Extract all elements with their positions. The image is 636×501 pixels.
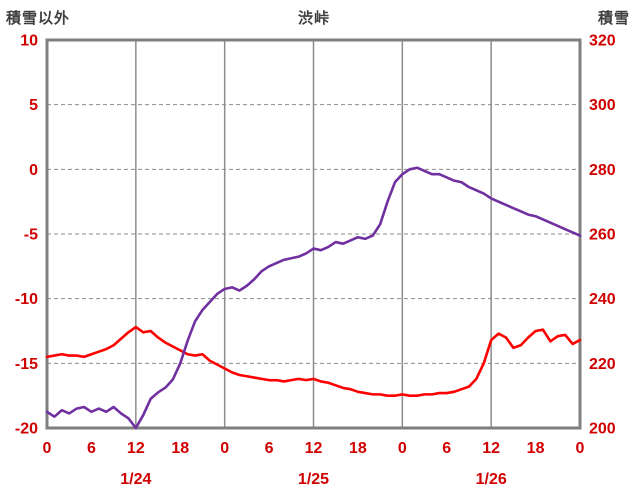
x-tick-label: 0 (398, 440, 407, 457)
y-left-tick-label: -15 (15, 356, 38, 373)
x-tick-label: 6 (265, 440, 274, 457)
x-tick-label: 0 (43, 440, 52, 457)
x-date-label: 1/24 (120, 471, 151, 488)
y-right-tick-label: 300 (589, 97, 616, 114)
y-left-tick-label: 10 (20, 33, 38, 50)
y-left-tick-label: 5 (29, 97, 38, 114)
y-left-tick-label: -10 (15, 291, 38, 308)
x-tick-label: 6 (442, 440, 451, 457)
x-tick-label: 18 (527, 440, 545, 457)
y-left-tick-label: 0 (29, 162, 38, 179)
left-axis-title: 積雪以外 (6, 10, 71, 27)
x-tick-label: 12 (482, 440, 500, 457)
y-right-tick-label: 240 (589, 291, 616, 308)
x-date-label: 1/26 (476, 471, 507, 488)
y-left-tick-label: -20 (15, 421, 38, 438)
x-tick-label: 18 (171, 440, 189, 457)
chart-title: 渋峠 (297, 10, 330, 27)
y-right-tick-label: 260 (589, 227, 616, 244)
x-tick-label: 6 (87, 440, 96, 457)
series-line-sekisetsu-igai-red (45, 325, 582, 397)
y-right-tick-label: 200 (589, 421, 616, 438)
y-right-tick-label: 320 (589, 33, 616, 50)
y-right-tick-label: 220 (589, 356, 616, 373)
plot-border (45, 38, 582, 430)
series-line-sekisetsu-purple (45, 166, 582, 430)
y-right-tick-label: 280 (589, 162, 616, 179)
x-date-label: 1/25 (298, 471, 329, 488)
x-tick-label: 12 (127, 440, 145, 457)
x-tick-label: 18 (349, 440, 367, 457)
x-tick-label: 0 (220, 440, 229, 457)
x-tick-label: 12 (305, 440, 323, 457)
x-tick-label: 0 (576, 440, 585, 457)
right-axis-title: 積雪 (597, 10, 630, 27)
y-left-tick-label: -5 (24, 227, 38, 244)
